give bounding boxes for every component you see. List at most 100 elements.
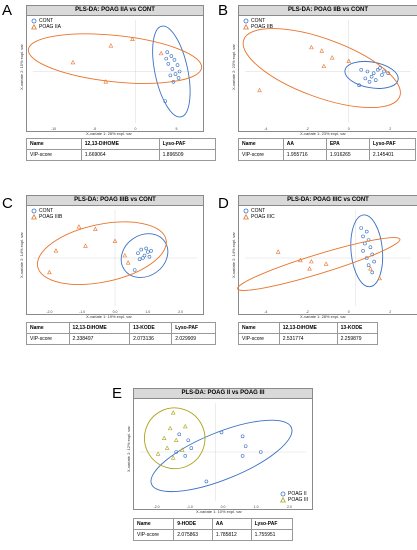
data-point <box>243 444 248 448</box>
data-point <box>158 50 164 56</box>
vip-value: 2.338497 <box>68 333 131 345</box>
data-point <box>132 268 137 272</box>
row-head: Name <box>26 322 70 334</box>
x-tick-label: 5 <box>176 127 178 131</box>
data-point <box>298 257 303 263</box>
data-point <box>139 247 144 252</box>
x-tick-label: 0 <box>135 127 137 131</box>
legend-item-1: CONT <box>31 208 62 214</box>
data-point <box>359 67 363 72</box>
legend-label: POAG IIIB <box>39 214 63 220</box>
data-point <box>174 450 179 454</box>
x-tick-label: 0.0 <box>113 310 118 314</box>
x-tick-label: 1.0 <box>145 310 150 314</box>
data-point <box>378 66 382 70</box>
confidence-ellipse <box>350 214 384 288</box>
x-tick-label: -2.0 <box>154 505 160 509</box>
data-point <box>147 254 152 259</box>
legend-label: POAG IIA <box>39 24 61 30</box>
scatter-plot: -4 -2 0 2 <box>237 210 411 314</box>
data-point <box>361 248 365 253</box>
plot-title: PLS-DA: POAG IIIB vs CONT <box>27 196 203 206</box>
legend-item-1: CONT <box>31 18 61 24</box>
panel-letter: B <box>218 2 229 19</box>
data-point <box>142 253 147 258</box>
col-head: 12,13-DiHOME <box>80 138 160 150</box>
x-tick-label: -10 <box>51 127 56 131</box>
vip-value: 1.755951 <box>250 529 294 541</box>
vip-value: 1.955716 <box>282 149 327 161</box>
x-tick-label: 2 <box>389 310 391 314</box>
data-point <box>382 69 386 74</box>
vip-value: 2.029909 <box>171 333 216 345</box>
legend-item-2: POAG III <box>280 497 308 503</box>
data-point <box>258 450 263 454</box>
legend-item-2: POAG IIIB <box>31 214 62 220</box>
vip-value: 1.785812 <box>211 529 252 541</box>
plot-title: PLS-DA: POAG IIIC vs CONT <box>239 196 417 206</box>
x-axis-label: X-variate 1: 23% expl. var <box>300 131 346 136</box>
data-point <box>309 258 314 264</box>
x-tick-label: 2 <box>389 127 391 131</box>
legend-label: CONT <box>39 18 54 24</box>
row-head: Name <box>26 138 82 150</box>
data-point <box>363 241 367 246</box>
legend: CONT POAG IIA <box>31 18 61 30</box>
triangle-marker-icon <box>243 24 249 30</box>
vip-value: 2.073136 <box>129 333 173 345</box>
col-head: Lyso-PAF <box>158 138 217 150</box>
data-point <box>183 454 188 458</box>
confidence-ellipse <box>27 33 203 84</box>
data-point <box>125 260 131 265</box>
plot-box: PLS-DA: POAG II vs POAG III -2.0 -1.0 0.0 1… <box>133 388 313 510</box>
confidence-ellipse <box>144 407 206 470</box>
data-point <box>377 275 382 281</box>
y-axis-label: X-variate 2: 14% expl. var <box>19 232 24 278</box>
data-point <box>380 73 384 77</box>
x-tick-label: -2 <box>306 310 309 314</box>
x-tick-label: -1.0 <box>187 505 193 509</box>
row-label: VIP-score <box>238 333 280 345</box>
circle-marker-icon <box>243 208 249 214</box>
legend: POAG II POAG III <box>280 491 308 503</box>
data-point <box>173 437 179 442</box>
col-head: EPA <box>325 138 370 150</box>
scatter-plot: -2.0 -1.0 0.0 1.0 2.0 <box>33 210 197 314</box>
scatter-plot: -2.0 -1.0 0.0 1.0 2.0 <box>140 403 306 509</box>
circle-marker-icon <box>280 491 286 497</box>
data-point <box>367 80 372 84</box>
data-point <box>112 238 118 243</box>
plot-title: PLS-DA: POAG IIB vs CONT <box>239 6 417 16</box>
data-point <box>219 430 224 435</box>
data-point <box>364 229 369 234</box>
data-point <box>163 99 168 103</box>
vip-value: 2.075863 <box>173 529 213 541</box>
circle-marker-icon <box>243 18 249 24</box>
data-point <box>368 266 373 271</box>
data-point <box>170 410 176 415</box>
y-axis-label: X-variate 2: 14% expl. var <box>231 232 236 278</box>
x-tick-label: -5 <box>93 127 96 131</box>
vip-value: 1.896509 <box>158 149 217 161</box>
data-point <box>366 263 371 268</box>
data-point <box>155 451 161 456</box>
data-point <box>257 87 262 93</box>
x-axis-label: X-variate 1: 10% expl. var <box>196 509 242 514</box>
col-head: 9-HODE <box>173 518 213 530</box>
y-axis-label: X-variate 2: 23% expl. var <box>231 44 236 90</box>
x-tick-label: 0 <box>348 310 350 314</box>
vip-value: 1.669064 <box>80 149 160 161</box>
vip-value: 1.916265 <box>325 149 370 161</box>
legend-label: CONT <box>251 208 266 214</box>
col-head: Lyso-PAF <box>250 518 294 530</box>
scatter-plot: -10 -5 0 5 <box>27 20 203 131</box>
data-point <box>122 252 128 258</box>
confidence-ellipse <box>242 28 401 108</box>
data-point <box>149 248 153 253</box>
data-point <box>182 423 188 429</box>
legend-item-1: CONT <box>243 208 275 214</box>
triangle-marker-icon <box>243 214 249 220</box>
data-point <box>372 259 376 264</box>
data-point <box>168 73 173 78</box>
plot-box: PLS-DA: POAG IIIC vs CONT -4 -2 0 2 CONT PO… <box>237 195 417 315</box>
